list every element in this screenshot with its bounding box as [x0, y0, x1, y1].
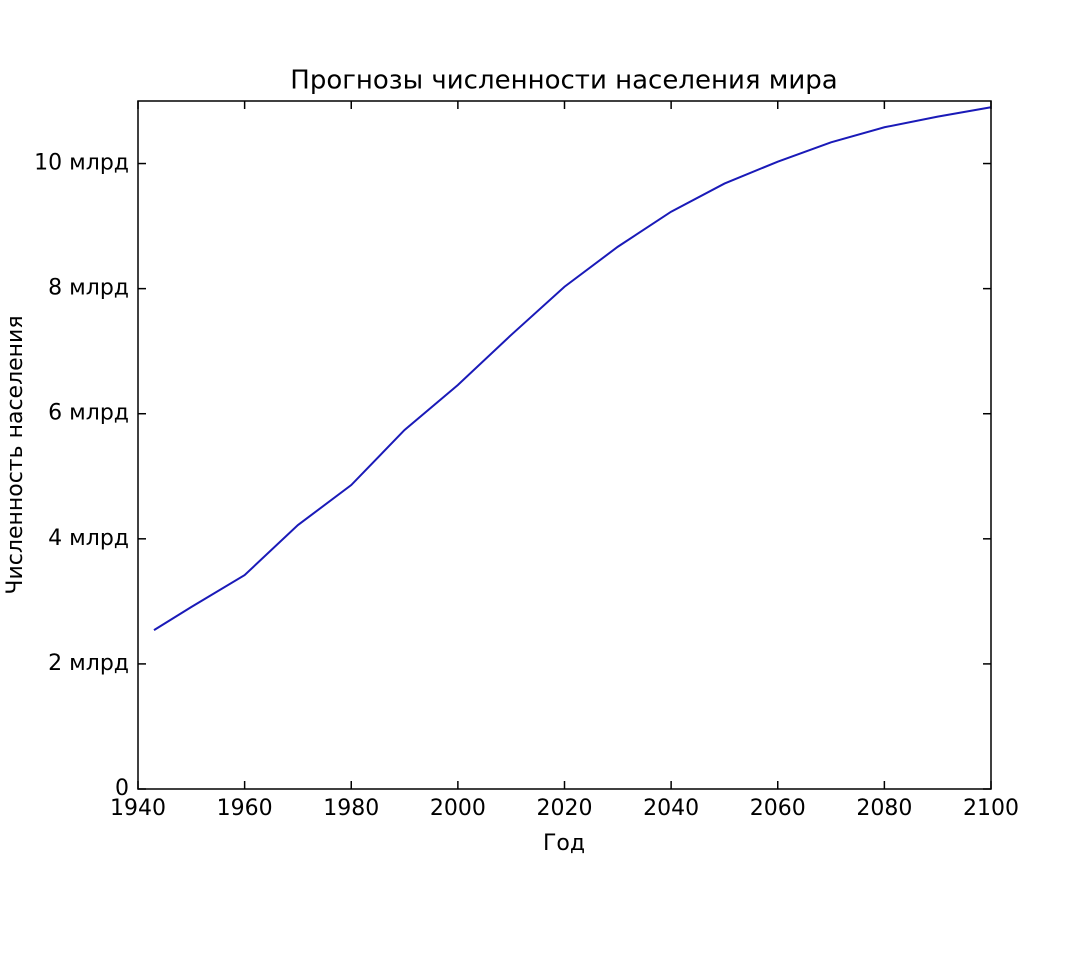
x-tick-label: 2060: [750, 796, 806, 821]
x-tick-label: 1940: [110, 796, 166, 821]
y-tick-label: 4 млрд: [48, 526, 129, 551]
x-tick-label: 1960: [217, 796, 273, 821]
plot-frame: [137, 100, 992, 790]
x-tick-label: 1980: [323, 796, 379, 821]
y-tick-label: 10 млрд: [34, 151, 129, 176]
x-tick-label: 2020: [537, 796, 593, 821]
y-tick-label: 0: [115, 776, 129, 801]
x-tick-label: 2000: [430, 796, 486, 821]
line: [153, 106, 992, 631]
y-axis-label: Численность населения: [3, 315, 28, 594]
y-tick-label: 8 млрд: [48, 276, 129, 301]
chart-title: Прогнозы численности населения мира: [290, 66, 837, 96]
x-tick-label: 2100: [963, 796, 1019, 821]
x-axis-label: Год: [543, 831, 585, 856]
y-tick-label: 2 млрд: [48, 651, 129, 676]
x-tick-label: 2080: [856, 796, 912, 821]
y-tick-label: 6 млрд: [48, 401, 129, 426]
x-tick-label: 2040: [643, 796, 699, 821]
